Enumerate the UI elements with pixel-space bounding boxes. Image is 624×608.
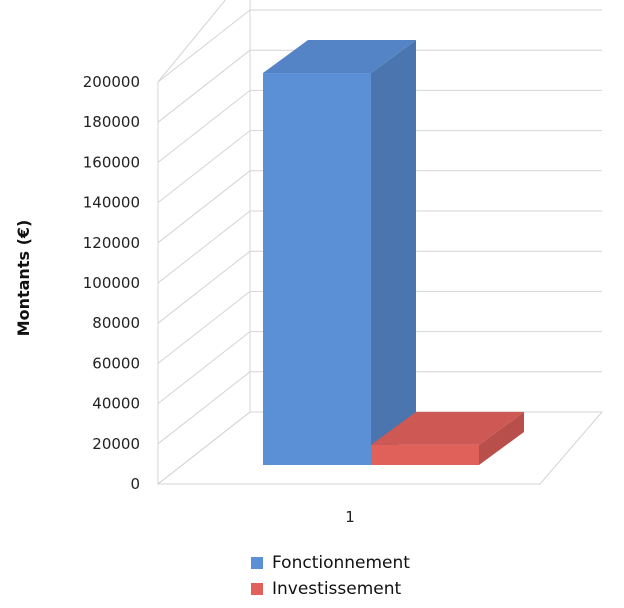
y-tick-label-1: 20000: [92, 435, 140, 453]
gridline-side-7: [157, 130, 251, 203]
legend: Fonctionnement Investissement: [251, 550, 410, 602]
y-tick-label-10: 200000: [83, 73, 140, 91]
bar-front-1: [371, 444, 479, 465]
gridline-side-10: [157, 9, 251, 83]
bars: [263, 40, 524, 466]
gridline-side-2: [157, 331, 251, 404]
gridline-side-9: [157, 49, 251, 123]
legend-label-fonctionnement: Fonctionnement: [272, 553, 410, 573]
legend-swatch-investissement: [251, 583, 263, 595]
y-tick-label-3: 60000: [92, 354, 140, 372]
gridline-side-4: [157, 250, 251, 324]
y-tick-label-6: 120000: [83, 234, 140, 252]
y-axis-label: Montants (€): [14, 220, 33, 337]
gridline-side-top: [157, 0, 227, 83]
legend-label-investissement: Investissement: [272, 579, 402, 599]
bar-top-0: [263, 40, 416, 74]
y-axis-ticks: 0 20000 40000 60000 80000 100000 120000 140000 1…: [83, 73, 140, 493]
gridline-side-5: [157, 210, 251, 284]
chart: 0 20000 40000 60000 80000 100000 120000 140000 1…: [14, 0, 604, 526]
y-tick-label-4: 80000: [92, 314, 140, 332]
legend-item-investissement: Investissement: [251, 576, 410, 602]
y-tick-label-5: 100000: [83, 274, 140, 292]
x-tick-label: 1: [345, 508, 355, 526]
legend-item-fonctionnement: Fonctionnement: [251, 550, 410, 576]
y-tick-label-8: 160000: [83, 153, 140, 171]
gridline-side-3: [157, 291, 251, 364]
y-tick-label-0: 0: [130, 475, 140, 493]
gridline-side-0: [157, 411, 251, 485]
gridline-side-1: [157, 371, 251, 445]
bar-top-1: [371, 411, 524, 445]
y-tick-label-2: 40000: [92, 395, 140, 413]
legend-swatch-fonctionnement: [251, 557, 263, 569]
bar-side-1: [479, 411, 524, 465]
bar-front-0: [263, 73, 371, 466]
gridline-side-8: [157, 90, 251, 163]
bar-side-0: [371, 40, 416, 466]
y-tick-label-9: 180000: [83, 113, 140, 131]
y-tick-label-7: 140000: [83, 194, 140, 212]
gridline-side-6: [157, 170, 251, 244]
